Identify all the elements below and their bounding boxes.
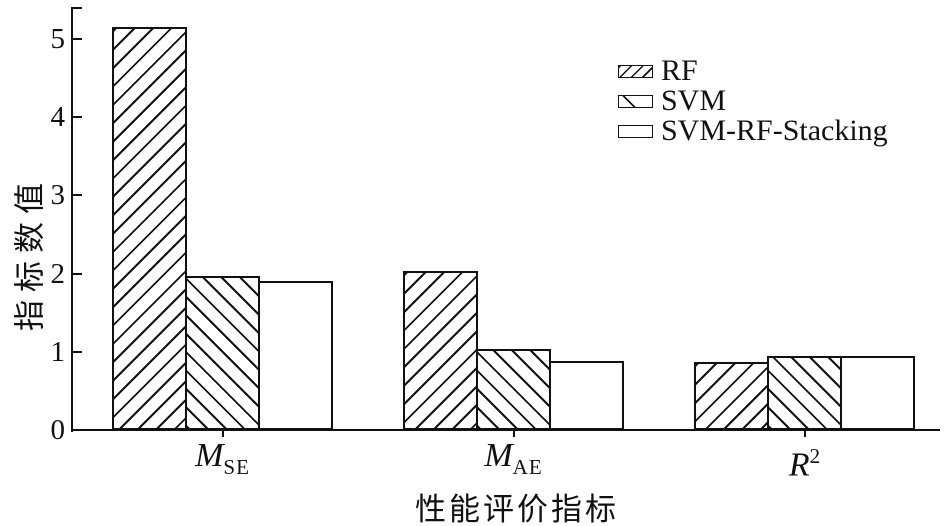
legend-row-svm: SVM [618, 86, 888, 116]
y-tick-label: 2 [50, 257, 66, 290]
legend-row-rf: RF [618, 56, 888, 86]
legend-row-svm-rf-stacking: SVM-RF-Stacking [618, 116, 888, 146]
y-tick-label: 1 [50, 335, 66, 368]
bar-svm-1 [476, 349, 551, 430]
y-axis-line [71, 7, 73, 432]
bar-svm-rf-stacking-0 [258, 281, 333, 430]
legend-swatch-rf-icon [618, 64, 653, 78]
y-axis-end-tick [73, 7, 82, 9]
legend: RF SVM SVM-RF-Stacking [618, 56, 888, 146]
y-tick-label: 4 [50, 101, 66, 134]
legend-swatch-svm-icon [618, 94, 653, 108]
y-tick [73, 194, 82, 197]
legend-label-rf: RF [661, 54, 698, 87]
bar-svm-0 [185, 276, 260, 430]
legend-swatch-svm-rf-stacking-icon [618, 124, 653, 138]
legend-label-svm: SVM [661, 84, 727, 117]
y-tick [73, 116, 82, 119]
y-tick-label: 0 [50, 414, 66, 446]
bar-rf-1 [403, 271, 478, 430]
category-label-1: MAE [484, 437, 543, 479]
x-tick [803, 431, 806, 437]
category-label-2: R2 [788, 444, 821, 484]
x-axis-line [71, 429, 940, 431]
y-tick-label: 5 [50, 23, 66, 55]
bar-rf-2 [694, 362, 769, 430]
y-tick [73, 38, 82, 40]
bar-svm-2 [767, 356, 842, 430]
bar-rf-0 [112, 27, 187, 430]
category-label-0: MSE [195, 437, 250, 479]
bar-svm-rf-stacking-2 [840, 356, 915, 430]
x-tick [221, 431, 224, 437]
x-tick [512, 431, 515, 437]
y-tick-label: 3 [50, 179, 66, 212]
bar-svm-rf-stacking-1 [549, 361, 624, 430]
y-tick [73, 350, 82, 353]
legend-label-svm-rf-stacking: SVM-RF-Stacking [661, 114, 888, 147]
y-tick [73, 272, 82, 275]
x-axis-title: 性能评价指标 [415, 492, 619, 526]
